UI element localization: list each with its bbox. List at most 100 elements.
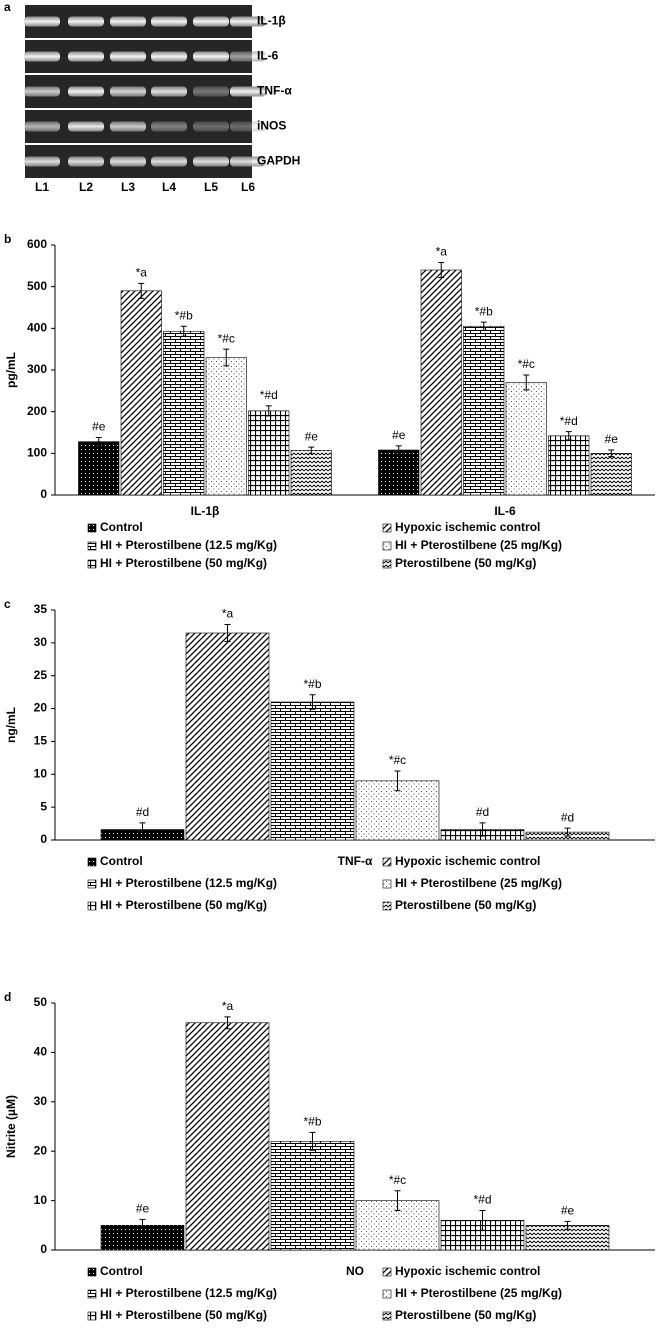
legend-swatch xyxy=(382,901,392,911)
bar xyxy=(463,325,505,496)
legend-label: HI + Pterostilbene (12.5 mg/Kg) xyxy=(100,1286,277,1300)
gel-band xyxy=(151,86,187,97)
gel-band xyxy=(24,16,60,27)
legend-swatch xyxy=(87,1267,97,1277)
bar-annotation: #e xyxy=(605,432,619,446)
y-tick-label: 25 xyxy=(34,668,48,682)
y-tick-label: 400 xyxy=(27,321,47,335)
gel-band xyxy=(24,121,60,132)
legend-swatch xyxy=(382,1311,392,1321)
panel-label: d xyxy=(4,990,11,1004)
error-bar xyxy=(309,694,316,710)
category-label: IL-1β xyxy=(191,504,220,518)
legend-label: Pterostilbene (50 mg/Kg) xyxy=(395,556,536,570)
gel-band xyxy=(193,121,229,132)
bar xyxy=(78,441,120,496)
bar xyxy=(525,1225,610,1251)
gel-band xyxy=(68,86,104,97)
lane-label: L5 xyxy=(204,180,218,194)
bar-annotation: *#d xyxy=(560,414,578,428)
bar xyxy=(505,382,547,496)
legend-label: HI + Pterostilbene (50 mg/Kg) xyxy=(100,898,267,912)
y-tick-label: 15 xyxy=(34,734,48,748)
bar-annotation: #d xyxy=(561,810,574,824)
y-tick-label: 30 xyxy=(34,1094,48,1108)
error-bar xyxy=(395,445,402,455)
legend-label: HI + Pterostilbene (25 mg/Kg) xyxy=(395,876,562,890)
y-tick-label: 500 xyxy=(27,279,47,293)
bar-annotation: *#c xyxy=(218,331,235,345)
error-bar xyxy=(438,262,445,278)
y-tick-label: 10 xyxy=(34,766,48,780)
band-label: TNF-α xyxy=(257,84,292,98)
error-bar xyxy=(394,1190,401,1211)
bar-annotation: *a xyxy=(436,245,448,259)
error-bar xyxy=(564,827,571,837)
bar xyxy=(590,453,632,496)
bar-annotation: *a xyxy=(136,266,148,280)
lane-label: L3 xyxy=(121,180,135,194)
bar xyxy=(290,450,332,496)
y-tick-label: 0 xyxy=(40,487,47,501)
gel-band xyxy=(24,86,60,97)
legend-label: Control xyxy=(100,854,143,868)
y-tick-label: 100 xyxy=(27,446,47,460)
bar-annotation: *#b xyxy=(303,677,321,691)
bar xyxy=(185,632,270,841)
category-label: IL-6 xyxy=(494,504,516,518)
bar-annotation: *#b xyxy=(303,1115,321,1129)
error-bar xyxy=(308,446,315,455)
error-bar xyxy=(480,321,487,331)
legend-swatch xyxy=(87,901,97,911)
legend-label: HI + Pterostilbene (50 mg/Kg) xyxy=(100,556,267,570)
legend-swatch xyxy=(87,857,97,867)
bar xyxy=(248,410,290,496)
band-label: GAPDH xyxy=(257,154,300,168)
error-bar xyxy=(95,437,102,447)
error-bar xyxy=(565,431,572,441)
error-bar xyxy=(139,1218,146,1232)
gel-band xyxy=(68,51,104,62)
y-tick-label: 20 xyxy=(34,701,48,715)
legend-label: HI + Pterostilbene (12.5 mg/Kg) xyxy=(100,876,277,890)
bar-annotation: *#c xyxy=(518,357,535,371)
legend-swatch xyxy=(382,541,392,551)
legend-swatch xyxy=(87,523,97,533)
bar-annotation: *#d xyxy=(473,1193,491,1207)
legend-label: HI + Pterostilbene (50 mg/Kg) xyxy=(100,1308,267,1322)
bar-annotation: #d xyxy=(476,805,489,819)
error-bar xyxy=(394,770,401,792)
gel-band xyxy=(230,51,266,62)
bar-annotation: *#d xyxy=(260,388,278,402)
y-axis-label: Nitrite (µM) xyxy=(4,1095,18,1158)
gel-band xyxy=(230,121,266,132)
y-tick-label: 600 xyxy=(27,237,47,251)
gel-band xyxy=(151,121,187,132)
legend-swatch xyxy=(382,559,392,569)
bar xyxy=(163,330,205,496)
bar-annotation: *#c xyxy=(389,753,406,767)
bar-annotation: #d xyxy=(136,805,149,819)
bar xyxy=(270,701,355,841)
y-tick-label: 40 xyxy=(34,1045,48,1059)
gel-band xyxy=(110,121,146,132)
band-label: IL-6 xyxy=(257,49,279,63)
error-bar xyxy=(139,822,146,837)
y-tick-label: 50 xyxy=(34,995,48,1009)
error-bar xyxy=(180,325,187,337)
gel-band xyxy=(110,86,146,97)
gel-band xyxy=(151,51,187,62)
error-bar xyxy=(564,1220,571,1230)
bar xyxy=(548,435,590,496)
bar xyxy=(185,1022,270,1251)
gel-band xyxy=(230,16,266,27)
bar-annotation: #e xyxy=(392,428,406,442)
gel-band xyxy=(151,156,187,167)
panel-label: a xyxy=(4,0,11,14)
bar xyxy=(205,357,247,496)
gel-band xyxy=(24,156,60,167)
bar-annotation: *a xyxy=(222,999,234,1013)
legend-swatch xyxy=(87,1289,97,1299)
error-bar xyxy=(138,282,145,299)
